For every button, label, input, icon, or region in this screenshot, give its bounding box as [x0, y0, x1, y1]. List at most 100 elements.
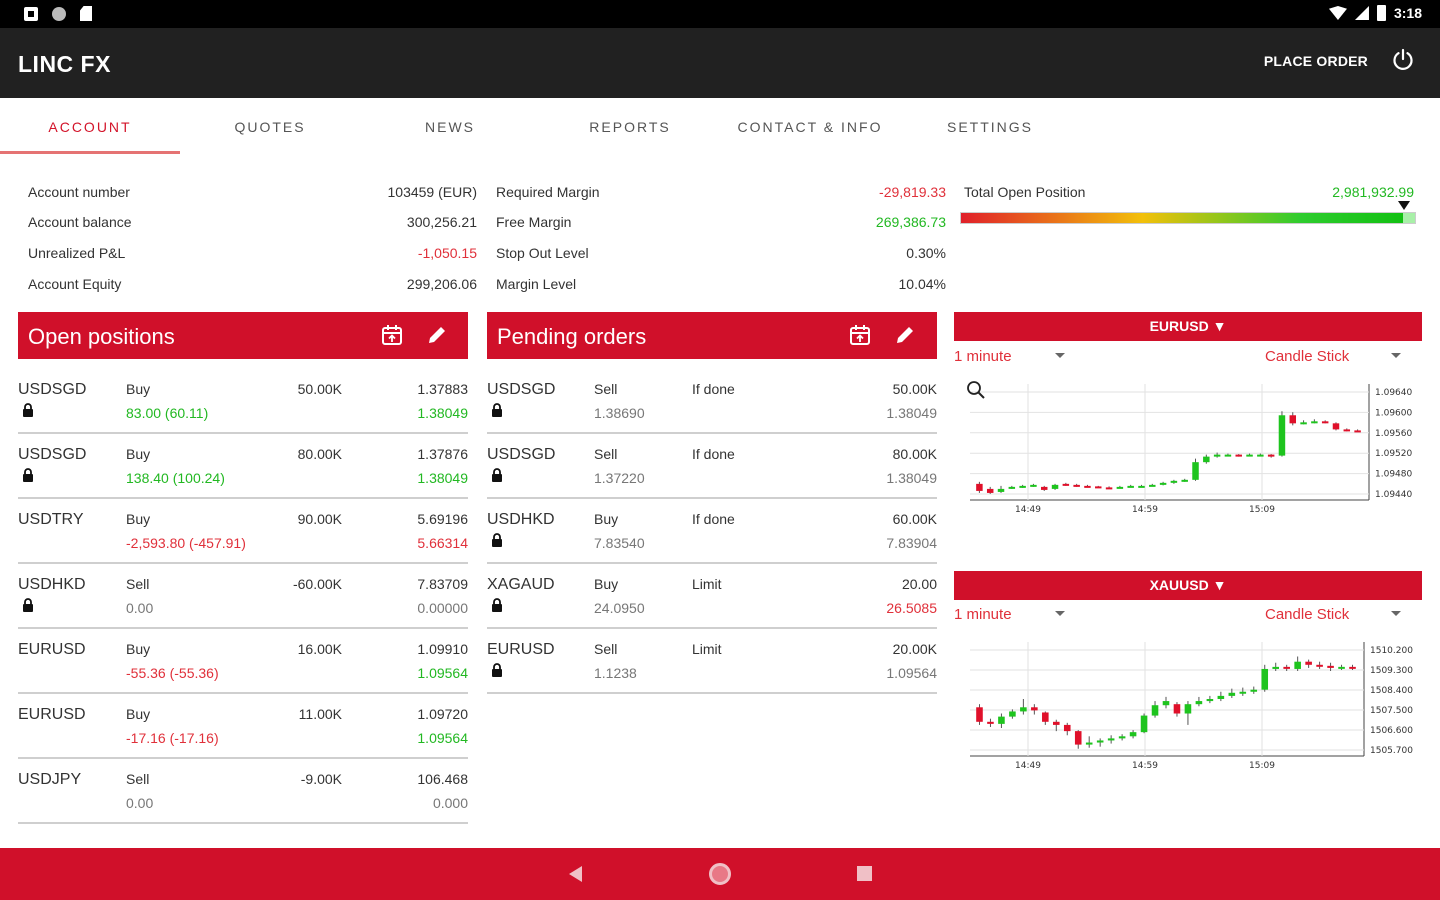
open-position-row[interactable]: USDSGD Buy 138.40 (100.24) 80.00K 1.37876 1.3…: [18, 434, 468, 499]
open-position-row[interactable]: USDSGD Buy 83.00 (60.11) 50.00K 1.37883 1.380…: [18, 369, 468, 434]
chart-style-select[interactable]: Candle Stick: [1265, 348, 1350, 365]
tab-settings[interactable]: SETTINGS: [946, 119, 1033, 135]
open-positions-title: Open positions: [28, 324, 175, 349]
eurusd-candle-chart[interactable]: 1.09640 1.09600 1.09560 1.09520 1.09480 1.094…: [954, 372, 1422, 522]
open-position-row[interactable]: EURUSD Buy -17.16 (-17.16) 11.00K 1.09720 1.0…: [18, 694, 468, 759]
place-order-button[interactable]: PLACE ORDER: [1263, 53, 1368, 69]
chart-y-tick-label: 1.09600: [1375, 408, 1412, 418]
position-amount: 50.00K: [297, 381, 342, 397]
candle-bearish: [1327, 665, 1334, 668]
order-side: Sell: [594, 381, 618, 397]
summary-label: Free Margin: [496, 214, 572, 230]
back-icon[interactable]: [569, 866, 582, 882]
order-amount: 80.00K: [892, 446, 937, 462]
candle-bearish: [1235, 454, 1242, 457]
summary-row: Required Margin -29,819.33: [496, 184, 946, 214]
position-symbol: USDSGD: [18, 381, 87, 398]
candle-bearish: [1332, 423, 1340, 430]
order-symbol: XAGAUD: [487, 576, 555, 593]
xauusd-candle-chart[interactable]: 1510.200 1509.300 1508.400 1507.500 1506.600…: [954, 632, 1422, 780]
calendar-icon[interactable]: [849, 324, 871, 346]
chart-style-select[interactable]: Candle Stick: [1265, 606, 1350, 623]
open-position-row[interactable]: USDTRY Buy -2,593.80 (-457.91) 90.00K 5.6919…: [18, 499, 468, 564]
position-side: Sell: [126, 771, 150, 787]
candle-bullish: [1107, 738, 1115, 741]
candle-bullish: [1206, 699, 1214, 702]
app-title: LINC FX: [18, 51, 111, 77]
home-icon[interactable]: [709, 863, 731, 885]
candle-bullish: [1096, 740, 1104, 743]
open-position-row[interactable]: EURUSD Buy -55.36 (-55.36) 16.00K 1.09910 1.0…: [18, 629, 468, 694]
candle-bearish: [1095, 486, 1102, 489]
lock-icon: [492, 403, 502, 417]
summary-label: Account balance: [28, 214, 132, 230]
pending-order-row[interactable]: EURUSD Sell 1.1238 Limit 20.00K 1.09564: [487, 629, 937, 694]
open-position-row[interactable]: USDJPY Sell 0.00 -9.00K 106.468 0.000: [18, 759, 468, 824]
candle-bearish: [1042, 712, 1049, 722]
position-symbol: USDJPY: [18, 771, 82, 788]
chart-x-tick-label: 15:09: [1249, 761, 1275, 771]
summary-value: 103459 (EUR): [387, 184, 478, 200]
chart-symbol-selector[interactable]: EURUSD ▼: [954, 312, 1422, 341]
pending-order-row[interactable]: USDSGD Sell 1.38690 If done 50.00K 1.38049: [487, 369, 937, 434]
edit-icon[interactable]: [426, 324, 448, 346]
tab-reports[interactable]: REPORTS: [589, 119, 671, 135]
pending-order-row[interactable]: USDHKD Buy 7.83540 If done 60.00K 7.83904: [487, 499, 937, 564]
tab-quotes[interactable]: QUOTES: [234, 119, 306, 135]
edit-icon[interactable]: [894, 324, 916, 346]
order-type: Limit: [692, 641, 722, 657]
open-position-row[interactable]: USDHKD Sell 0.00 -60.00K 7.83709 0.00000: [18, 564, 468, 629]
lock-icon: [23, 598, 33, 612]
candle-bullish: [1338, 666, 1345, 669]
candle-bullish: [1217, 695, 1225, 699]
position-open-price: 1.09910: [417, 641, 468, 657]
candle-bearish: [1343, 429, 1351, 432]
summary-label: Account Equity: [28, 276, 122, 292]
candle-bearish: [1289, 415, 1297, 424]
battery-icon: [1376, 5, 1386, 21]
candle-bullish: [1239, 691, 1247, 694]
chart-x-tick-label: 14:59: [1132, 761, 1158, 771]
candle-bearish: [1062, 483, 1070, 486]
chart-interval-select[interactable]: 1 minute: [954, 606, 1012, 623]
candle-bearish: [1105, 487, 1113, 490]
summary-row: Account Equity 299,206.06: [28, 276, 477, 306]
tab-contact-info[interactable]: CONTACT & INFO: [737, 119, 883, 135]
order-side: Sell: [594, 641, 618, 657]
candle-bullish: [1184, 704, 1192, 714]
zoom-icon[interactable]: [967, 381, 985, 399]
chart-symbol-selector[interactable]: XAUUSD ▼: [954, 571, 1422, 600]
candle-bearish: [986, 488, 994, 493]
pending-order-row[interactable]: XAGAUD Buy 24.0950 Limit 20.00 26.5085: [487, 564, 937, 629]
chart-interval-select[interactable]: 1 minute: [954, 348, 1012, 365]
tab-account[interactable]: ACCOUNT: [0, 98, 180, 156]
position-symbol: USDTRY: [18, 511, 84, 528]
chart-x-tick-label: 15:09: [1249, 505, 1275, 515]
position-pnl: -17.16 (-17.16): [126, 730, 219, 746]
order-side: Sell: [594, 446, 618, 462]
candle-bullish: [1118, 736, 1126, 739]
candle-bullish: [1127, 485, 1134, 488]
position-open-price: 1.37876: [417, 446, 468, 462]
order-price: 1.38690: [594, 405, 645, 421]
position-amount: 90.00K: [297, 511, 342, 527]
order-price: 1.1238: [594, 665, 637, 681]
recent-apps-icon[interactable]: [857, 866, 872, 881]
candle-bearish: [1074, 731, 1082, 745]
position-symbol: EURUSD: [18, 706, 86, 723]
position-amount: 11.00K: [298, 706, 342, 722]
candle-bearish: [976, 483, 983, 491]
chart-x-tick-label: 14:49: [1015, 505, 1041, 515]
order-price: 1.37220: [594, 470, 645, 486]
candle-bearish: [1063, 724, 1071, 732]
tab-news[interactable]: NEWS: [425, 119, 475, 135]
candle-bearish: [1316, 664, 1323, 667]
calendar-icon[interactable]: [381, 324, 403, 346]
candle-bullish: [1030, 484, 1037, 487]
candle-bullish: [1149, 484, 1156, 487]
power-icon[interactable]: [1391, 48, 1415, 72]
pending-order-row[interactable]: USDSGD Sell 1.37220 If done 80.00K 1.38049: [487, 434, 937, 499]
position-current-price: 5.66314: [417, 535, 468, 551]
candle-bullish: [1261, 668, 1269, 690]
position-gauge: [960, 212, 1416, 224]
